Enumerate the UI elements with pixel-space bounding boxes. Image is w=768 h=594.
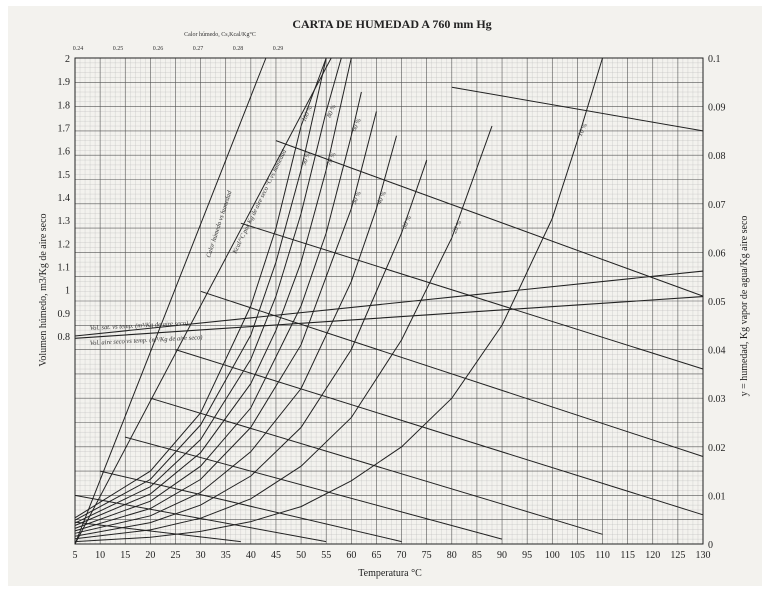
- rh-curve: [74, 159, 428, 537]
- y-right-tick-label: 0.1: [708, 54, 721, 65]
- adiabatic-line: [451, 86, 704, 132]
- adiabatic-line: [175, 349, 704, 516]
- curves: 100 %90 %80 %70 %60 %50 % 40 %30 % 20 %10 …: [74, 57, 704, 545]
- x-tick-label: 55: [321, 550, 331, 561]
- annotation-wet-heat-2: Kcal/°C por Kg de aire seco °C vs humeda…: [231, 148, 288, 256]
- wet-heat-line: [74, 57, 332, 545]
- rh-curve: [74, 57, 603, 543]
- y-right-tick-label: 0.07: [708, 200, 726, 211]
- rh-curve: [74, 57, 327, 519]
- x-tick-label: 115: [620, 550, 635, 561]
- x-tick-label: 30: [196, 550, 206, 561]
- y-left-tick-label: 2: [65, 54, 70, 65]
- x-tick-label: 110: [595, 550, 610, 561]
- y-right-tick-label: 0.01: [708, 491, 726, 502]
- adiabatic-line: [200, 290, 704, 457]
- adiabatic-line: [275, 140, 704, 297]
- x-tick-label: 50: [296, 550, 306, 561]
- x-tick-label: 80: [447, 550, 457, 561]
- y-right-tick-label: 0.02: [708, 443, 726, 454]
- x-tick-label: 35: [221, 550, 231, 561]
- y-left-tick-label: 1.4: [58, 193, 71, 204]
- y-right-tick-label: 0.05: [708, 297, 726, 308]
- rh-curve: [74, 111, 377, 532]
- y-left-tick-label: 0.9: [58, 309, 71, 320]
- x-tick-label: 20: [145, 550, 155, 561]
- adiabatic-line: [150, 397, 603, 535]
- top-tick-label: 0.24: [73, 46, 84, 52]
- y-right-tick-label: 0.08: [708, 151, 726, 162]
- y-left-tick-label: 1.3: [58, 216, 71, 227]
- plot-frame: [74, 57, 704, 545]
- x-tick-label: 40: [246, 550, 256, 561]
- x-tick-label: 90: [497, 550, 507, 561]
- top-axis-ticks: 0.24 0.25 0.26 0.27 0.28 0.29: [73, 46, 284, 52]
- y-left-axis-label: Volumen húmedo, m3/Kg de aire seco: [38, 213, 49, 366]
- rh-curve: [74, 91, 362, 529]
- x-axis-label: Temperatura °C: [358, 568, 422, 579]
- x-tick-label: 95: [522, 550, 532, 561]
- adiabatic-line: [74, 521, 241, 543]
- grid-major: [74, 57, 704, 545]
- top-tick-label: 0.29: [273, 46, 284, 52]
- volume-line: [74, 296, 704, 339]
- x-tick-label: 65: [371, 550, 381, 561]
- y-right-tick-label: 0.03: [708, 394, 726, 405]
- x-tick-label: 125: [670, 550, 685, 561]
- adiabatic-line: [240, 222, 704, 370]
- adiabatic-line: [74, 494, 327, 543]
- top-axis-label: Calor húmedo, Cs,Kcal/Kg°C: [184, 31, 256, 38]
- rh-curve: [74, 135, 397, 534]
- rh-curve: [74, 57, 352, 526]
- x-tick-label: 10: [95, 550, 105, 561]
- y-left-ticks: 0.8 0.9 1 1.1 1.2 1.3 1.4 1.5 1.6 1.7 1.8 1.9 2: [58, 54, 71, 343]
- x-tick-label: 130: [696, 550, 711, 561]
- top-tick-label: 0.28: [233, 46, 244, 52]
- y-left-tick-label: 1.2: [58, 239, 71, 250]
- y-left-tick-label: 1.9: [58, 77, 71, 88]
- x-tick-label: 75: [422, 550, 432, 561]
- x-axis-ticks: 5 10 15 20 25 30 35 40 45 50 55 60 65 70 75 80 85 90 95 100…: [73, 550, 711, 561]
- y-left-tick-label: 1.8: [58, 100, 71, 111]
- x-tick-label: 15: [120, 550, 130, 561]
- rh-curve: [74, 57, 327, 521]
- x-tick-label: 45: [271, 550, 281, 561]
- x-tick-label: 120: [645, 550, 660, 561]
- volume-line: [74, 270, 704, 337]
- x-tick-label: 70: [397, 550, 407, 561]
- y-right-tick-label: 0.04: [708, 346, 726, 357]
- rh-curve: [74, 57, 342, 524]
- top-tick-label: 0.25: [113, 46, 124, 52]
- adiabatic-line: [125, 436, 503, 540]
- y-right-tick-label: 0.09: [708, 103, 726, 114]
- x-tick-label: 60: [346, 550, 356, 561]
- rh-curve: [74, 125, 493, 540]
- y-right-tick-label: 0: [708, 540, 713, 551]
- annotation-wet-heat: Calor húmedo vs humedad: [205, 189, 233, 258]
- x-tick-label: 85: [472, 550, 482, 561]
- wet-heat-line: [74, 57, 267, 545]
- x-tick-label: 5: [73, 550, 78, 561]
- top-tick-label: 0.26: [153, 46, 164, 52]
- y-right-axis-label: y = humedad, Kg vapor de agua/Kg aire se…: [739, 216, 750, 397]
- y-right-tick-label: 0.06: [708, 248, 726, 259]
- y-left-tick-label: 1: [65, 286, 70, 297]
- chart-title: CARTA DE HUMEDAD A 760 mm Hg: [292, 17, 491, 31]
- x-tick-label: 100: [545, 550, 560, 561]
- y-left-tick-label: 1.7: [58, 124, 71, 135]
- y-left-tick-label: 1.5: [58, 170, 71, 181]
- adiabatic-line: [99, 470, 402, 543]
- y-left-tick-label: 1.6: [58, 147, 71, 158]
- y-left-tick-label: 1.1: [58, 263, 71, 274]
- x-tick-label: 25: [170, 550, 180, 561]
- y-right-ticks: 0 0.01 0.02 0.03 0.04 0.05 0.06 0.07 0.08 0.09 0.1: [708, 54, 726, 551]
- x-tick-label: 105: [570, 550, 585, 561]
- top-tick-label: 0.27: [193, 46, 204, 52]
- y-left-tick-label: 0.8: [58, 332, 71, 343]
